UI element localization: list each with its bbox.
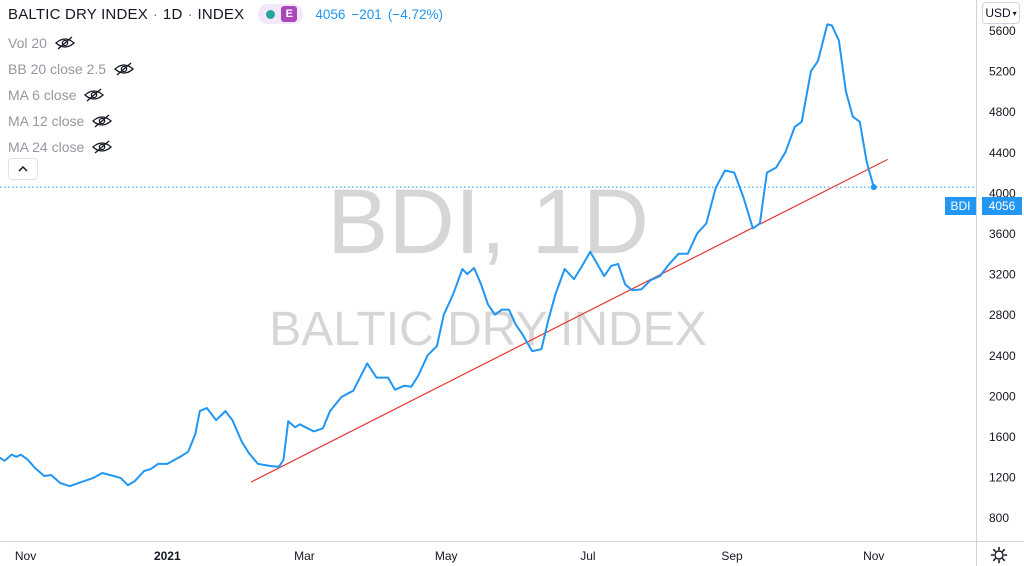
- separator: ·: [187, 5, 193, 23]
- eye-off-icon[interactable]: [92, 140, 113, 154]
- y-tick-label: 4000: [989, 186, 1016, 200]
- chart-legend-header: BALTIC DRY INDEX · 1D · INDEX E 4056 −201…: [8, 4, 449, 24]
- indicator-item[interactable]: Vol 20: [8, 30, 134, 56]
- y-tick-label: 4400: [989, 146, 1016, 160]
- y-tick-label: 2800: [989, 308, 1016, 322]
- market-status-pill[interactable]: E: [258, 4, 304, 24]
- currency-label: USD: [985, 6, 1011, 20]
- y-tick-label: 5200: [989, 65, 1016, 79]
- indicator-label: MA 12 close: [8, 113, 85, 129]
- x-tick-label: Mar: [294, 549, 315, 563]
- eye-off-icon[interactable]: [92, 114, 113, 128]
- indicator-item[interactable]: BB 20 close 2.5: [8, 56, 135, 82]
- chevron-up-icon: [18, 165, 28, 172]
- indicator-label: Vol 20: [8, 35, 47, 51]
- watermark-line2: BALTIC DRY INDEX: [269, 303, 706, 356]
- series-name-tag: BDI: [945, 197, 976, 215]
- last-price: 4056: [315, 6, 346, 22]
- trend-line: [250, 158, 888, 483]
- gear-icon[interactable]: [990, 546, 1008, 564]
- indicator-list: Vol 20 BB 20 close 2.5 MA 6 close MA 12 …: [8, 30, 135, 160]
- watermark-line1: BDI, 1D: [327, 171, 649, 273]
- series-line-bdi: [0, 23, 875, 488]
- x-tick-label: Nov: [15, 549, 36, 563]
- y-tick-label: 3600: [989, 227, 1016, 241]
- price-readout: 4056 −201 (−4.72%): [315, 7, 449, 22]
- symbol-name[interactable]: BALTIC DRY INDEX: [8, 5, 148, 23]
- indicator-item[interactable]: MA 6 close: [8, 82, 134, 108]
- chart-watermark: BDI, 1D BALTIC DRY INDEX: [269, 171, 706, 356]
- y-tick-label: 2000: [989, 389, 1016, 403]
- indicator-item[interactable]: MA 24 close: [8, 134, 134, 160]
- indicator-item[interactable]: MA 12 close: [8, 108, 134, 134]
- x-tick-label: Nov: [863, 549, 884, 563]
- exchange-label: INDEX: [197, 5, 245, 23]
- interval-label[interactable]: 1D: [162, 5, 183, 23]
- x-tick-label: Jul: [580, 549, 595, 563]
- chevron-down-icon: ▾: [1012, 8, 1017, 18]
- y-tick-label: 3200: [989, 268, 1016, 282]
- currency-button[interactable]: USD ▾: [982, 2, 1020, 24]
- collapse-legend-button[interactable]: [8, 158, 38, 180]
- eye-off-icon[interactable]: [54, 36, 75, 50]
- y-tick-label: 1200: [989, 471, 1016, 485]
- price-change-pct: (−4.72%): [387, 6, 443, 22]
- y-tick-label: 2400: [989, 349, 1016, 363]
- y-tick-label: 800: [989, 511, 1009, 525]
- x-tick-label: Sep: [721, 549, 743, 563]
- price-change: −201: [351, 6, 382, 22]
- eye-off-icon[interactable]: [84, 88, 105, 102]
- earnings-badge: E: [281, 6, 298, 22]
- indicator-label: MA 24 close: [8, 139, 85, 155]
- y-tick-label: 5600: [989, 24, 1016, 38]
- last-point-marker: [870, 184, 877, 191]
- market-status-dot-icon: [266, 9, 276, 19]
- y-tick-label: 1600: [989, 430, 1016, 444]
- last-price-tag: 4056: [982, 197, 1022, 215]
- separator: ·: [152, 5, 158, 23]
- x-tick-label: May: [435, 549, 458, 563]
- y-tick-label: 4800: [989, 105, 1016, 119]
- indicator-label: MA 6 close: [8, 87, 77, 103]
- eye-off-icon[interactable]: [114, 62, 135, 76]
- indicator-label: BB 20 close 2.5: [8, 61, 107, 77]
- x-tick-label: 2021: [154, 549, 181, 563]
